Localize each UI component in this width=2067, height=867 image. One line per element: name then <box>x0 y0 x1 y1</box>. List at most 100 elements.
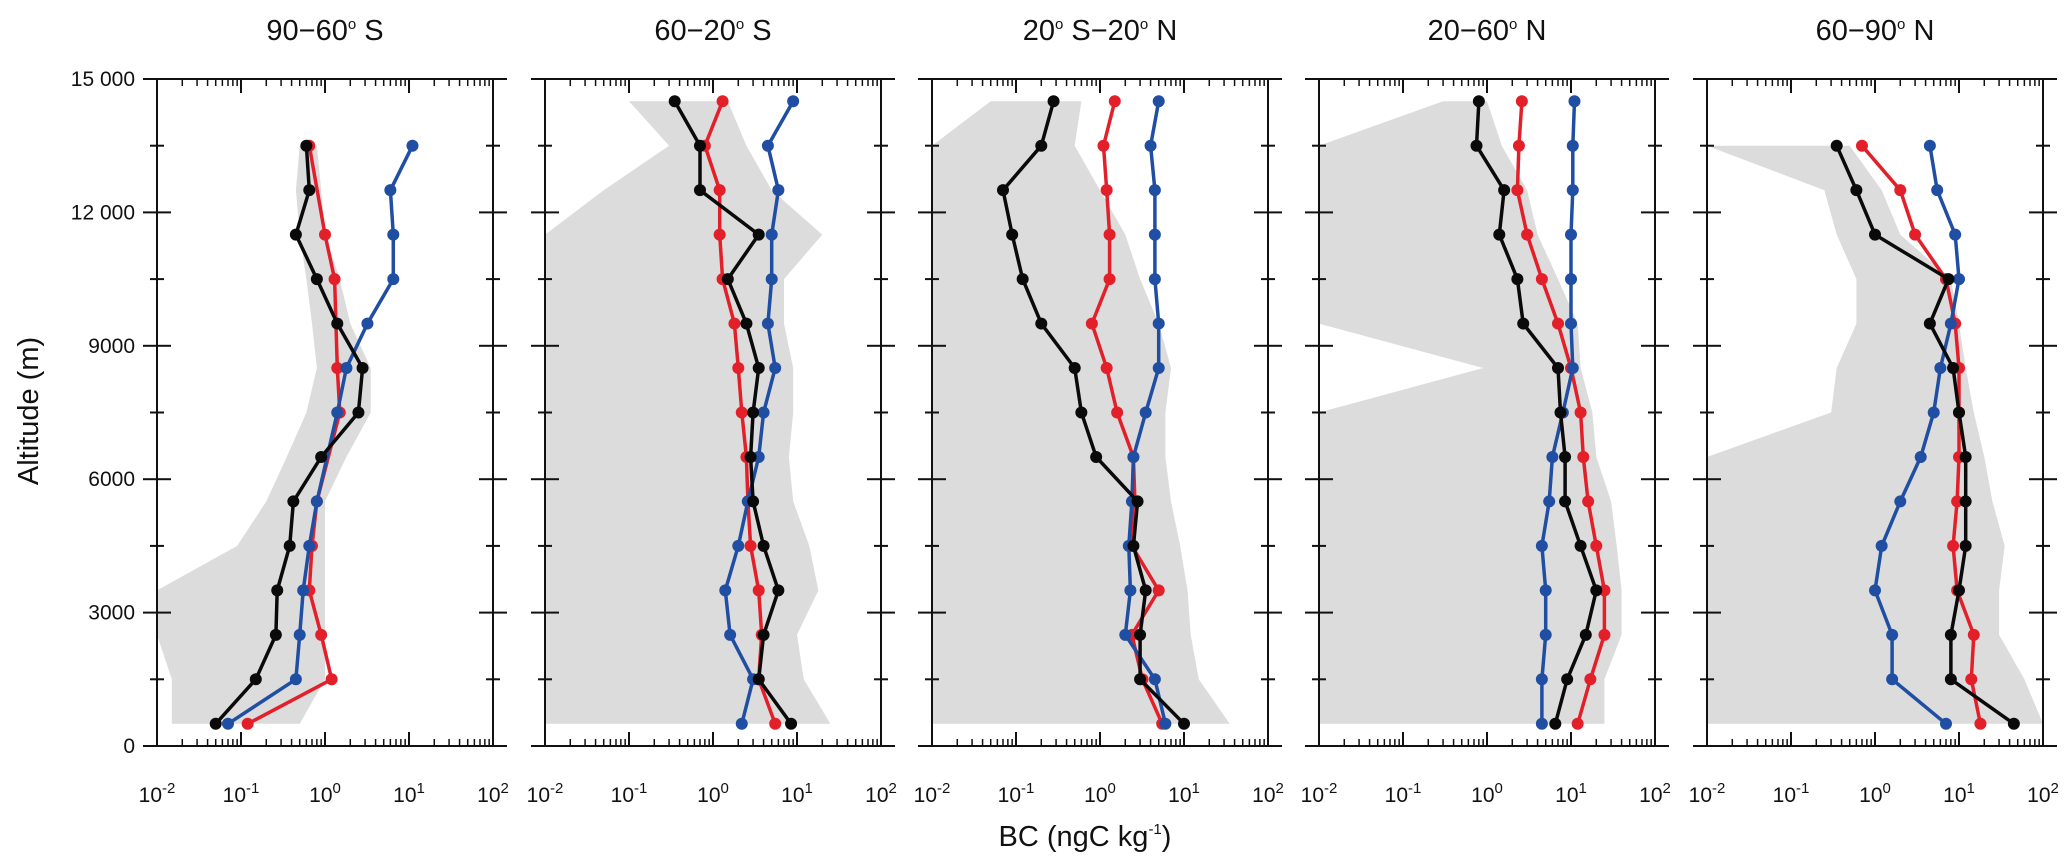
x-tick-base: 10 <box>1385 784 1408 807</box>
data-point-red <box>1598 628 1611 641</box>
data-point-red <box>1584 673 1597 686</box>
x-tick-exp: 2 <box>889 780 897 797</box>
data-point-red <box>1111 406 1124 419</box>
data-point-black <box>772 584 785 597</box>
panel-4: 20−60o N10-2 10-1 100 101 102 <box>1301 15 1671 807</box>
data-point-blue <box>1886 628 1899 641</box>
data-point-red <box>732 362 745 375</box>
data-point-red <box>716 95 729 108</box>
x-tick-exp: 0 <box>1108 780 1116 797</box>
data-point-black <box>757 628 770 641</box>
data-point-blue <box>1566 184 1579 197</box>
data-point-red <box>1974 717 1987 730</box>
data-point-blue <box>1565 228 1577 241</box>
data-point-black <box>721 273 734 286</box>
panel-title: 20o S−20o N <box>1023 15 1178 47</box>
x-tick-exp: 0 <box>333 780 341 797</box>
data-point-blue <box>1127 450 1140 463</box>
shaded-range <box>157 145 371 724</box>
data-point-red <box>1085 317 1098 330</box>
panel-2: 60−20o S10-2 10-1 100 101 102 <box>527 15 897 807</box>
x-tick-base: 10 <box>1555 784 1578 807</box>
data-point-blue <box>1939 717 1952 730</box>
x-tick-exp: 0 <box>1495 780 1503 797</box>
data-point-blue <box>1869 584 1881 597</box>
data-point-black <box>1139 584 1152 597</box>
data-point-black <box>1944 673 1957 686</box>
x-tick-base: 10 <box>1859 784 1882 807</box>
x-tick-base: 10 <box>309 784 332 807</box>
data-point-black <box>1472 95 1485 108</box>
data-point-blue <box>1535 717 1548 730</box>
data-point-red <box>1511 184 1524 197</box>
x-tick-base: 10 <box>781 784 804 807</box>
data-point-blue <box>761 139 774 152</box>
data-point-blue <box>769 362 782 375</box>
data-point-red <box>1951 495 1964 508</box>
data-point-blue <box>1934 362 1947 375</box>
data-point-red <box>315 628 328 641</box>
series-line-red <box>1860 144 1983 725</box>
data-point-black <box>785 717 798 730</box>
x-tick-base: 10 <box>139 784 162 807</box>
data-point-red <box>1551 317 1564 330</box>
data-point-black <box>1959 495 1972 508</box>
data-point-blue <box>1568 95 1581 108</box>
data-point-blue <box>772 184 785 197</box>
data-point-blue <box>1148 184 1161 197</box>
data-point-black <box>752 673 765 686</box>
x-tick-base: 10 <box>1252 784 1275 807</box>
data-point-blue <box>1535 539 1548 552</box>
data-point-black <box>740 317 753 330</box>
title-part: S <box>356 15 383 47</box>
data-point-blue <box>757 406 770 419</box>
data-point-black <box>1953 584 1965 597</box>
data-point-red <box>713 228 726 241</box>
y-tick-label: 3000 <box>88 602 135 625</box>
title-degree-sup: o <box>1055 16 1063 33</box>
title-part: N <box>1905 15 1934 47</box>
x-tick-label: 102 <box>1252 780 1284 807</box>
data-point-black <box>1590 584 1603 597</box>
title-part: 90−60 <box>266 15 347 47</box>
x-tick-base: 10 <box>1639 784 1662 807</box>
x-tick-base: 10 <box>1301 784 1324 807</box>
data-point-red <box>1965 673 1978 686</box>
data-point-blue <box>1148 273 1161 286</box>
x-tick-base: 10 <box>611 784 634 807</box>
data-point-black <box>996 184 1009 197</box>
data-point-blue <box>1144 139 1157 152</box>
data-point-black <box>1127 539 1140 552</box>
series-line-black <box>1835 144 2015 726</box>
y-tick-label: 6000 <box>88 468 135 491</box>
x-tick-base: 10 <box>1773 784 1796 807</box>
data-point-blue <box>406 139 419 152</box>
data-point-blue <box>1875 539 1888 552</box>
x-tick-label: 102 <box>865 780 897 807</box>
data-point-blue <box>1953 273 1965 286</box>
title-degree-sup: o <box>1897 16 1905 33</box>
data-point-black <box>283 539 296 552</box>
data-point-black <box>1517 317 1530 330</box>
data-point-red <box>1855 139 1868 152</box>
data-point-blue <box>1565 317 1577 330</box>
data-point-red <box>1967 628 1980 641</box>
data-point-black <box>1134 628 1147 641</box>
x-tick-label: 10-2 <box>527 780 564 807</box>
series-line-blue <box>1873 145 1961 726</box>
x-tick-label: 101 <box>393 780 425 807</box>
x-tick-base: 10 <box>1689 784 1712 807</box>
x-tick-exp: 2 <box>2051 780 2059 797</box>
x-tick-label: 101 <box>781 780 813 807</box>
x-tick-exp: 0 <box>1883 780 1891 797</box>
data-point-black <box>1579 628 1592 641</box>
data-point-black <box>356 362 369 375</box>
series-black <box>1470 95 1603 730</box>
data-point-red <box>1103 273 1116 286</box>
data-point-red <box>1947 539 1960 552</box>
data-point-red <box>328 273 341 286</box>
data-point-black <box>1035 317 1048 330</box>
data-point-red <box>1574 406 1587 419</box>
y-tick-label: 0 <box>123 735 135 758</box>
x-tick-label: 10-1 <box>611 780 648 807</box>
